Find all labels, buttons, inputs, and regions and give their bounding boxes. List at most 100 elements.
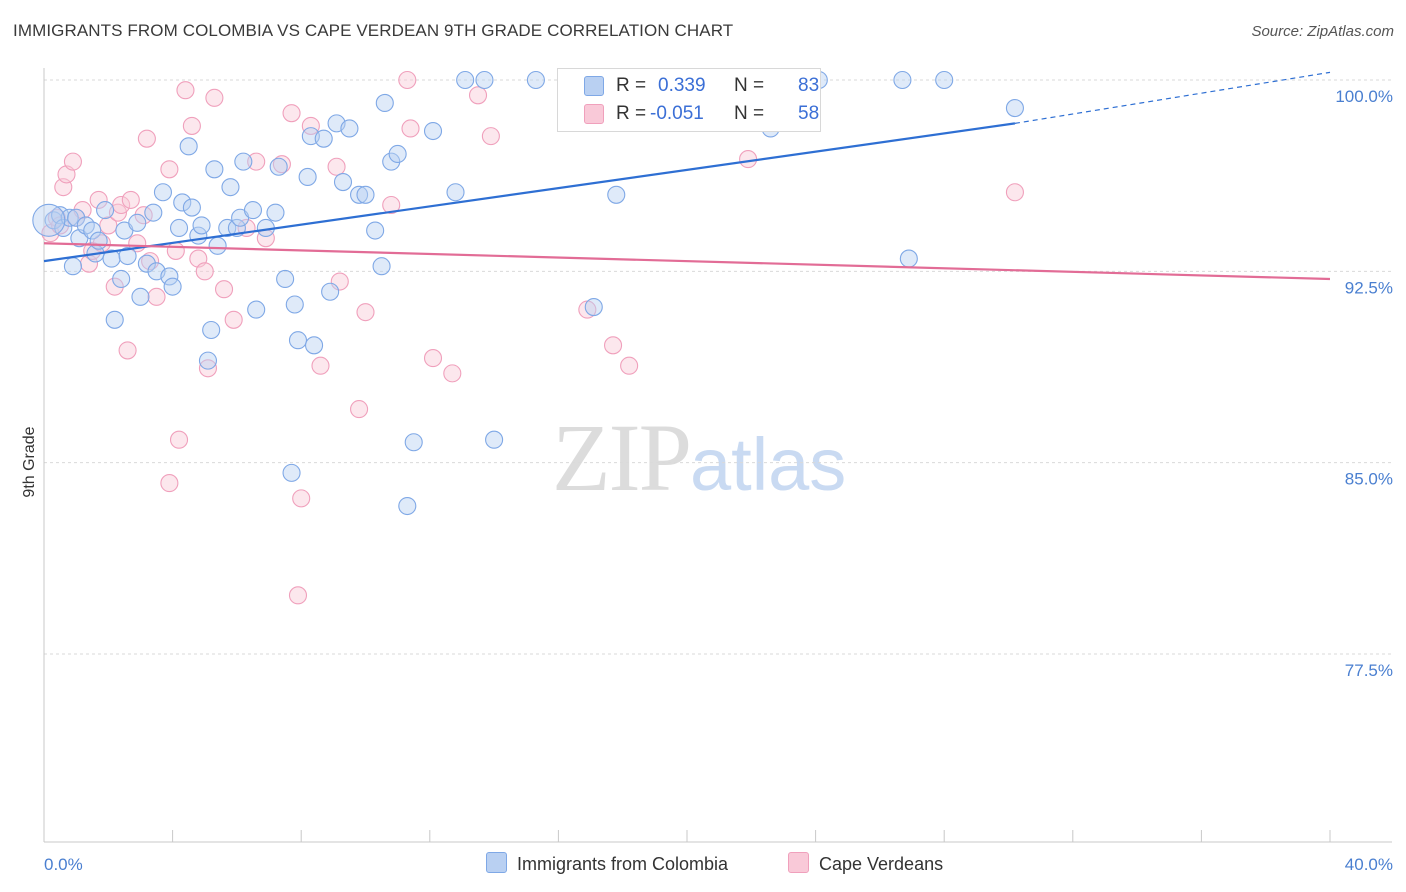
cape-verdeans-point xyxy=(401,119,420,138)
colombia-point xyxy=(893,70,912,90)
colombia-point xyxy=(105,310,124,329)
colombia-point xyxy=(202,320,221,340)
source-label: Source: ZipAtlas.com xyxy=(1251,23,1394,40)
colombia-point xyxy=(382,152,401,171)
colombia-point xyxy=(372,257,391,276)
bottom-legend-swatch-pink xyxy=(788,852,809,873)
colombia-point xyxy=(153,183,173,202)
cape-verdeans-point xyxy=(481,127,500,146)
colombia-point xyxy=(173,193,192,212)
bottom-legend-label: Immigrants from Colombia xyxy=(517,854,729,874)
y-tick-label: 77.5% xyxy=(1345,661,1393,680)
cape-verdeans-point xyxy=(63,152,82,171)
colombia-point xyxy=(32,203,66,237)
cape-verdeans-point xyxy=(141,252,160,271)
colombia-point xyxy=(137,254,156,273)
cape-verdeans-point xyxy=(350,400,369,419)
cape-verdeans-point xyxy=(1005,183,1024,202)
chart-title: IMMIGRANTS FROM COLOMBIA VS CAPE VERDEAN… xyxy=(13,21,734,40)
colombia-point xyxy=(266,203,285,222)
legend-n-label: N = xyxy=(734,75,765,96)
colombia-point xyxy=(526,70,545,90)
y-tick-label: 92.5% xyxy=(1345,278,1393,297)
axes xyxy=(43,68,1392,843)
cape-verdeans-point xyxy=(247,152,266,171)
watermark-atlas: atlas xyxy=(690,423,847,506)
colombia-point xyxy=(269,157,288,176)
tick-labels: 77.5% 85.0% 92.5% 100.0% 0.0% 40.0% xyxy=(44,87,1393,874)
colombia-point xyxy=(366,221,385,240)
cape-verdeans-point xyxy=(198,359,218,378)
colombia-trend-line xyxy=(43,122,1016,263)
bottom-legend-swatch-blue xyxy=(486,852,507,873)
colombia-point xyxy=(423,121,443,141)
colombia-point xyxy=(144,203,163,222)
watermark: ZIPatlas xyxy=(552,402,846,513)
colombia-point xyxy=(218,218,237,238)
colombia-point xyxy=(398,496,417,516)
colombia-point xyxy=(340,119,359,138)
colombia-point xyxy=(899,249,918,268)
legend-swatch-blue xyxy=(584,76,604,96)
colombia-point xyxy=(67,208,86,227)
colombia-point xyxy=(118,246,137,266)
cape-verdeans-point xyxy=(160,474,179,493)
cape-verdeans-point xyxy=(739,150,758,169)
cape-verdeans-point xyxy=(620,356,639,375)
legend-r-label: R = xyxy=(616,103,647,124)
cape-verdeans-point xyxy=(423,349,443,368)
colombia-point xyxy=(607,185,626,204)
cape-verdeans-point xyxy=(92,234,111,253)
colombia-point xyxy=(60,208,79,227)
y-tick-label: 85.0% xyxy=(1345,470,1393,489)
legend-r-value: 0.339 xyxy=(658,75,706,96)
colombia-point xyxy=(169,218,189,238)
y-tick-label: 100.0% xyxy=(1335,87,1393,106)
cape-verdeans-point xyxy=(99,216,118,235)
cape-verdeans-point xyxy=(121,190,140,209)
watermark-zip: ZIP xyxy=(552,404,692,511)
colombia-point xyxy=(208,236,227,255)
cape-verdeans-point xyxy=(443,364,462,383)
colombia-point xyxy=(935,70,954,90)
cape-verdeans-point xyxy=(137,129,156,148)
cape-verdeans-point xyxy=(118,341,137,360)
cape-verdeans-point xyxy=(301,116,320,135)
colombia-point xyxy=(234,152,253,171)
colombia-point xyxy=(247,300,266,319)
colombia-point xyxy=(131,287,150,306)
colombia-point xyxy=(163,277,182,296)
colombia-point xyxy=(205,160,224,179)
colombia-point xyxy=(350,185,369,204)
colombia-point xyxy=(192,216,211,235)
cape-verdeans-point xyxy=(182,116,201,135)
colombia-point xyxy=(243,201,263,220)
cape-verdeans-point xyxy=(327,157,346,176)
colombia-point xyxy=(333,172,353,192)
y-axis-label: 9th Grade xyxy=(21,426,38,497)
stats-legend: R = 0.339 N = 83 R = -0.051 N = 58 xyxy=(557,68,821,132)
cape-verdeans-point xyxy=(468,86,488,105)
cape-verdeans-point xyxy=(398,70,417,90)
cape-verdeans-trend-line xyxy=(43,242,1331,281)
colombia-point xyxy=(475,70,494,90)
cape-verdeans-point xyxy=(160,160,179,179)
colombia-point xyxy=(485,430,504,449)
colombia-point xyxy=(305,336,324,355)
colombia-point xyxy=(298,167,317,186)
colombia-point xyxy=(276,269,295,289)
colombia-point xyxy=(282,463,301,482)
legend-r-value: -0.051 xyxy=(650,103,704,124)
series-colombia-points xyxy=(32,70,1024,516)
colombia-point xyxy=(314,129,333,148)
cape-verdeans-point xyxy=(282,104,301,123)
cape-verdeans-point xyxy=(195,262,214,281)
colombia-point xyxy=(63,257,82,276)
cape-verdeans-point xyxy=(356,303,375,322)
cape-verdeans-point xyxy=(112,195,131,215)
legend-n-value: 83 xyxy=(798,75,820,96)
x-tick-label: 40.0% xyxy=(1345,855,1393,874)
legend-n-value: 58 xyxy=(798,103,820,124)
colombia-point xyxy=(456,70,475,90)
colombia-point xyxy=(128,213,147,232)
